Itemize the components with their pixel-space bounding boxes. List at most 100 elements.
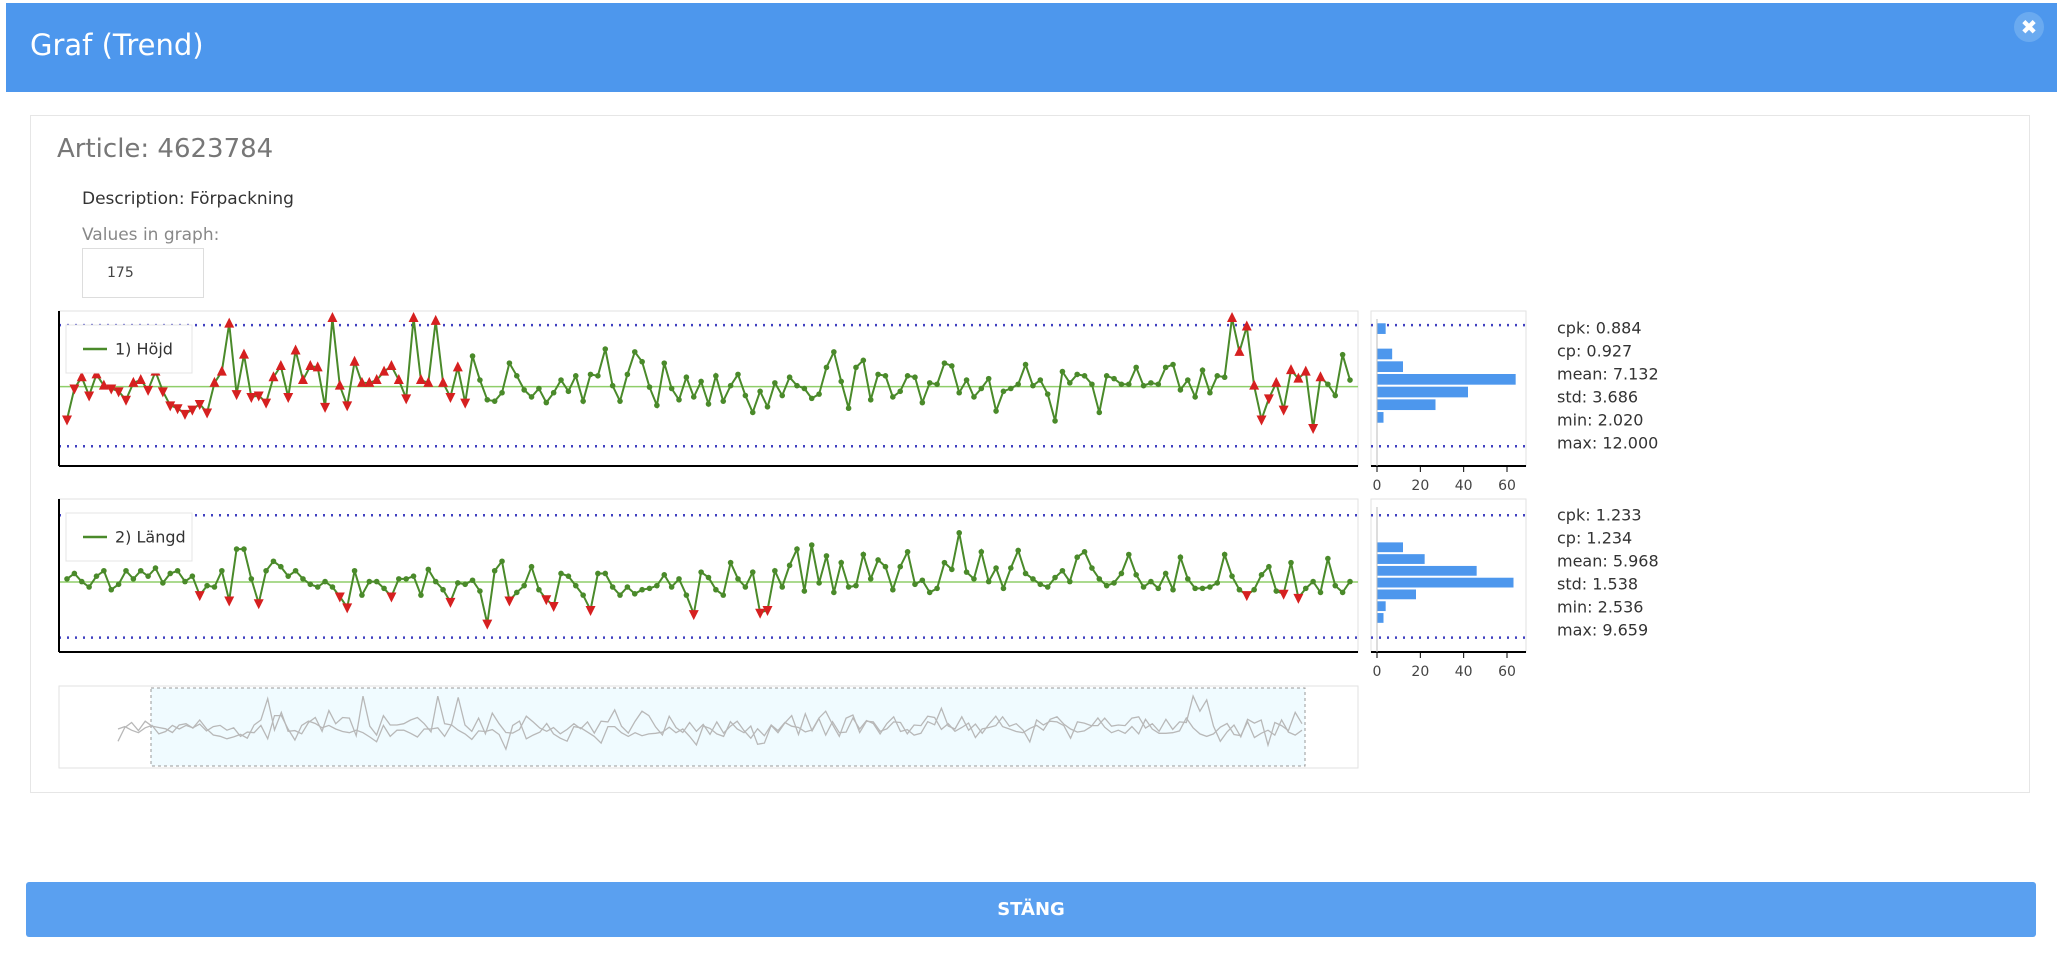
point-marker — [926, 380, 933, 386]
point-marker — [956, 530, 963, 536]
alarm-marker — [327, 312, 338, 323]
point-marker — [985, 375, 992, 382]
modal-title: Graf (Trend) — [30, 28, 204, 62]
point-marker — [403, 576, 409, 582]
alarm-marker — [401, 394, 412, 405]
point-marker — [440, 586, 446, 593]
point-marker — [853, 364, 859, 371]
point-marker — [1170, 361, 1176, 368]
alarm-marker — [128, 376, 139, 387]
point-marker — [130, 576, 137, 582]
point-marker — [93, 573, 100, 579]
point-marker — [676, 576, 682, 582]
point-marker — [1022, 361, 1029, 368]
alarm-marker — [1278, 405, 1289, 416]
point-marker — [513, 589, 520, 596]
stat-line: mean: 7.132 — [1557, 365, 1659, 384]
close-button[interactable]: ✖ — [2014, 12, 2044, 42]
point-marker — [580, 398, 586, 404]
navigator-line — [117, 694, 1303, 748]
point-marker — [1148, 380, 1154, 386]
point-marker — [1162, 570, 1169, 577]
hist-tick-label: 20 — [1411, 478, 1429, 494]
point-marker — [1251, 586, 1257, 593]
point-marker — [565, 388, 572, 395]
hist-bar — [1377, 565, 1477, 576]
values-input[interactable]: 175 — [82, 248, 204, 298]
point-marker — [1207, 584, 1213, 590]
stat-line: cp: 0.927 — [1557, 342, 1632, 361]
stat-line: max: 12.000 — [1557, 434, 1658, 453]
point-marker — [211, 584, 218, 590]
point-marker — [300, 576, 306, 582]
alarm-marker — [268, 371, 279, 382]
alarm-marker — [356, 376, 367, 387]
point-marker — [381, 585, 387, 592]
alarm-marker — [246, 392, 257, 403]
point-marker — [1273, 588, 1280, 594]
point-marker — [978, 385, 985, 392]
point-marker — [491, 567, 498, 574]
point-marker — [985, 578, 992, 585]
alarm-marker — [76, 371, 87, 382]
alarm-marker — [415, 374, 426, 385]
alarm-marker — [1286, 364, 1297, 375]
point-marker — [477, 588, 483, 594]
alarm-marker — [1249, 379, 1260, 390]
alarm-marker — [438, 376, 449, 387]
point-marker — [1325, 381, 1331, 388]
point-marker — [580, 592, 586, 598]
point-marker — [661, 572, 668, 578]
point-marker — [1229, 573, 1235, 579]
alarm-marker — [1293, 593, 1304, 604]
point-marker — [1317, 589, 1324, 596]
point-marker — [882, 373, 889, 379]
point-marker — [491, 398, 498, 404]
point-marker — [631, 349, 638, 355]
close-action-button[interactable]: STÄNG — [26, 882, 2036, 937]
point-marker — [838, 378, 845, 385]
point-marker — [1155, 381, 1162, 388]
point-marker — [609, 382, 616, 389]
alarm-marker — [482, 619, 493, 630]
point-marker — [683, 592, 690, 598]
point-marker — [1008, 565, 1014, 571]
point-marker — [278, 563, 284, 570]
point-marker — [359, 592, 365, 598]
point-marker — [587, 371, 594, 378]
hist-bar — [1377, 577, 1514, 588]
point-marker — [1310, 578, 1316, 585]
point-marker — [993, 408, 999, 414]
alarm-marker — [1234, 345, 1245, 356]
alarm-marker — [297, 374, 308, 385]
hist-bar — [1377, 399, 1436, 411]
alarm-marker — [364, 376, 375, 387]
point-marker — [101, 567, 107, 574]
alarm-marker — [688, 610, 699, 621]
point-marker — [749, 409, 756, 416]
point-marker — [838, 559, 845, 566]
point-marker — [919, 577, 926, 584]
point-marker — [1118, 381, 1125, 388]
alarm-marker — [320, 402, 331, 413]
hist-tick-label: 60 — [1498, 478, 1516, 494]
point-marker — [772, 380, 778, 386]
point-marker — [963, 377, 970, 383]
point-marker — [639, 586, 645, 593]
point-marker — [609, 584, 616, 590]
point-marker — [1111, 375, 1117, 382]
alarm-marker — [179, 409, 190, 420]
point-marker — [248, 576, 255, 582]
stat-line: cpk: 1.233 — [1557, 506, 1642, 525]
alarm-marker — [393, 374, 404, 385]
point-marker — [1192, 585, 1198, 592]
point-marker — [757, 388, 763, 395]
point-marker — [1067, 380, 1073, 386]
point-marker — [1074, 554, 1080, 561]
point-marker — [904, 373, 911, 379]
alarm-marker — [187, 405, 198, 416]
alarm-marker — [143, 385, 154, 396]
point-marker — [1089, 381, 1095, 388]
